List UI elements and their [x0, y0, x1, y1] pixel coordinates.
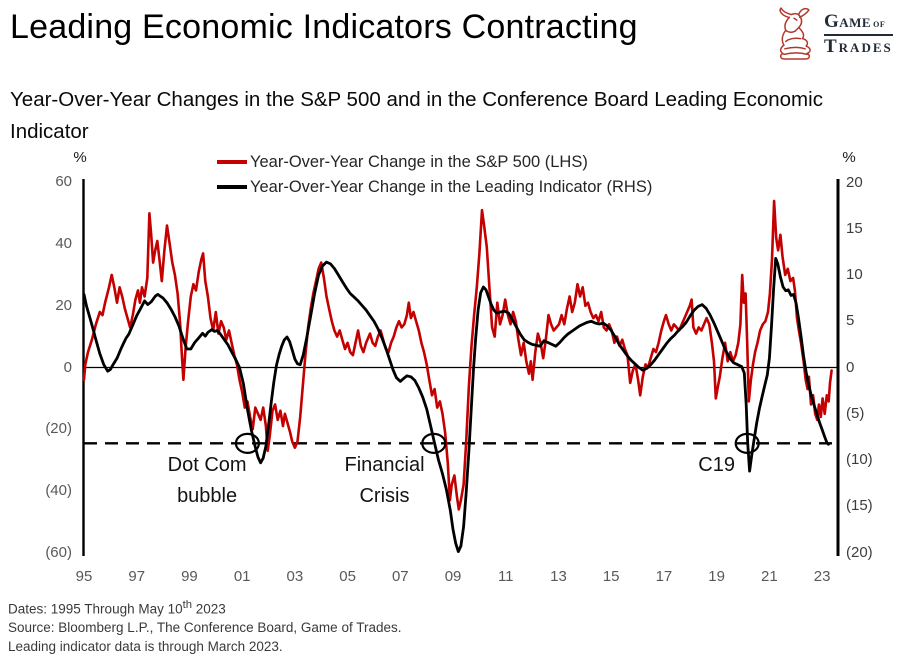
footnote-leading: Leading indicator data is through March …: [8, 638, 283, 654]
legend-item-sp500: Year-Over-Year Change in the S&P 500 (LH…: [217, 151, 588, 173]
annotation-line: bubble: [177, 485, 238, 507]
x-axis-tick-label: 01: [233, 568, 251, 585]
left-axis-tick-label: 0: [63, 358, 72, 376]
x-axis-tick-label: 09: [444, 568, 462, 585]
x-axis-tick-label: 19: [708, 568, 725, 585]
chart-subtitle: Year-Over-Year Changes in the S&P 500 an…: [10, 88, 823, 143]
annotation-financial-crisis: Financial Crisis: [344, 450, 424, 512]
x-axis-tick-label: 95: [75, 568, 93, 585]
x-axis-tick-label: 99: [181, 568, 198, 585]
event-circle: [234, 432, 261, 454]
footnote-source: Source: Bloomberg L.P., The Conference B…: [8, 620, 402, 635]
annotation-line: Crisis: [359, 485, 410, 507]
logo-line-game-of: Game of: [824, 11, 893, 36]
right-axis-unit-label: %: [842, 149, 856, 166]
x-axis-tick-label: 11: [497, 568, 514, 585]
right-axis-tick-label: (15): [846, 497, 873, 515]
event-circle: [734, 432, 760, 454]
left-axis-tick-label: 60: [55, 173, 72, 191]
annotation-line: Financial: [344, 454, 425, 476]
x-axis-tick-label: 13: [550, 568, 567, 585]
left-axis-tick-label: 20: [55, 296, 72, 314]
x-axis-tick-label: 07: [391, 568, 409, 585]
left-axis-unit-label: %: [73, 149, 87, 166]
right-axis-tick-label: (10): [846, 451, 873, 468]
leading-indicator-line-swatch: [217, 185, 247, 189]
x-axis-tick-label: 23: [813, 568, 831, 585]
x-axis-tick-label: 05: [339, 568, 356, 585]
game-of-trades-logo: Game of Trades: [770, 6, 893, 62]
legend-item-leading-indicator: Year-Over-Year Change in the Leading Ind…: [217, 176, 652, 198]
x-axis-tick-label: 21: [761, 568, 778, 585]
event-circle: [421, 432, 447, 454]
right-axis-tick-label: 5: [846, 312, 855, 330]
bull-knight-icon: [779, 7, 811, 60]
right-axis-tick-label: 10: [846, 266, 863, 283]
x-axis-tick-label: 03: [286, 568, 304, 585]
right-axis-tick-label: (5): [846, 404, 865, 422]
x-axis-tick-label: 15: [602, 568, 620, 585]
x-axis-tick-label: 97: [128, 568, 146, 585]
right-axis-tick-label: 0: [846, 358, 855, 376]
logo-wordmark: Game of Trades: [824, 11, 893, 57]
right-axis-tick-label: (20): [846, 543, 873, 561]
annotation-line: C19: [698, 454, 735, 476]
annotation-line: Dot Com: [167, 454, 247, 476]
footnote-dates: Dates: 1995 Through May 10th 2023: [8, 599, 226, 617]
right-axis-tick-label: 15: [846, 219, 863, 237]
left-axis-tick-label: 40: [55, 235, 72, 253]
left-axis-tick-label: (20): [45, 420, 72, 438]
sp500-line: [82, 199, 833, 511]
legend-label: Year-Over-Year Change in the S&P 500 (LH…: [250, 152, 588, 171]
footnotes: Dates: 1995 Through May 10th 2023 Source…: [8, 596, 401, 655]
right-axis-tick-label: 20: [846, 173, 863, 191]
sp500-line-swatch: [217, 160, 247, 164]
left-axis-tick-label: (60): [45, 543, 72, 561]
legend-label: Year-Over-Year Change in the Leading Ind…: [250, 177, 653, 196]
annotation-c19: C19: [698, 450, 735, 481]
leading-indicator-line: [82, 257, 830, 553]
x-axis-tick-label: 17: [655, 568, 673, 585]
logo-line-trades: Trades: [824, 35, 893, 57]
page-title: Leading Economic Indicators Contracting: [10, 8, 638, 46]
annotation-dot-com-bubble: Dot Com bubble: [168, 450, 247, 512]
left-axis-tick-label: (40): [45, 481, 72, 499]
